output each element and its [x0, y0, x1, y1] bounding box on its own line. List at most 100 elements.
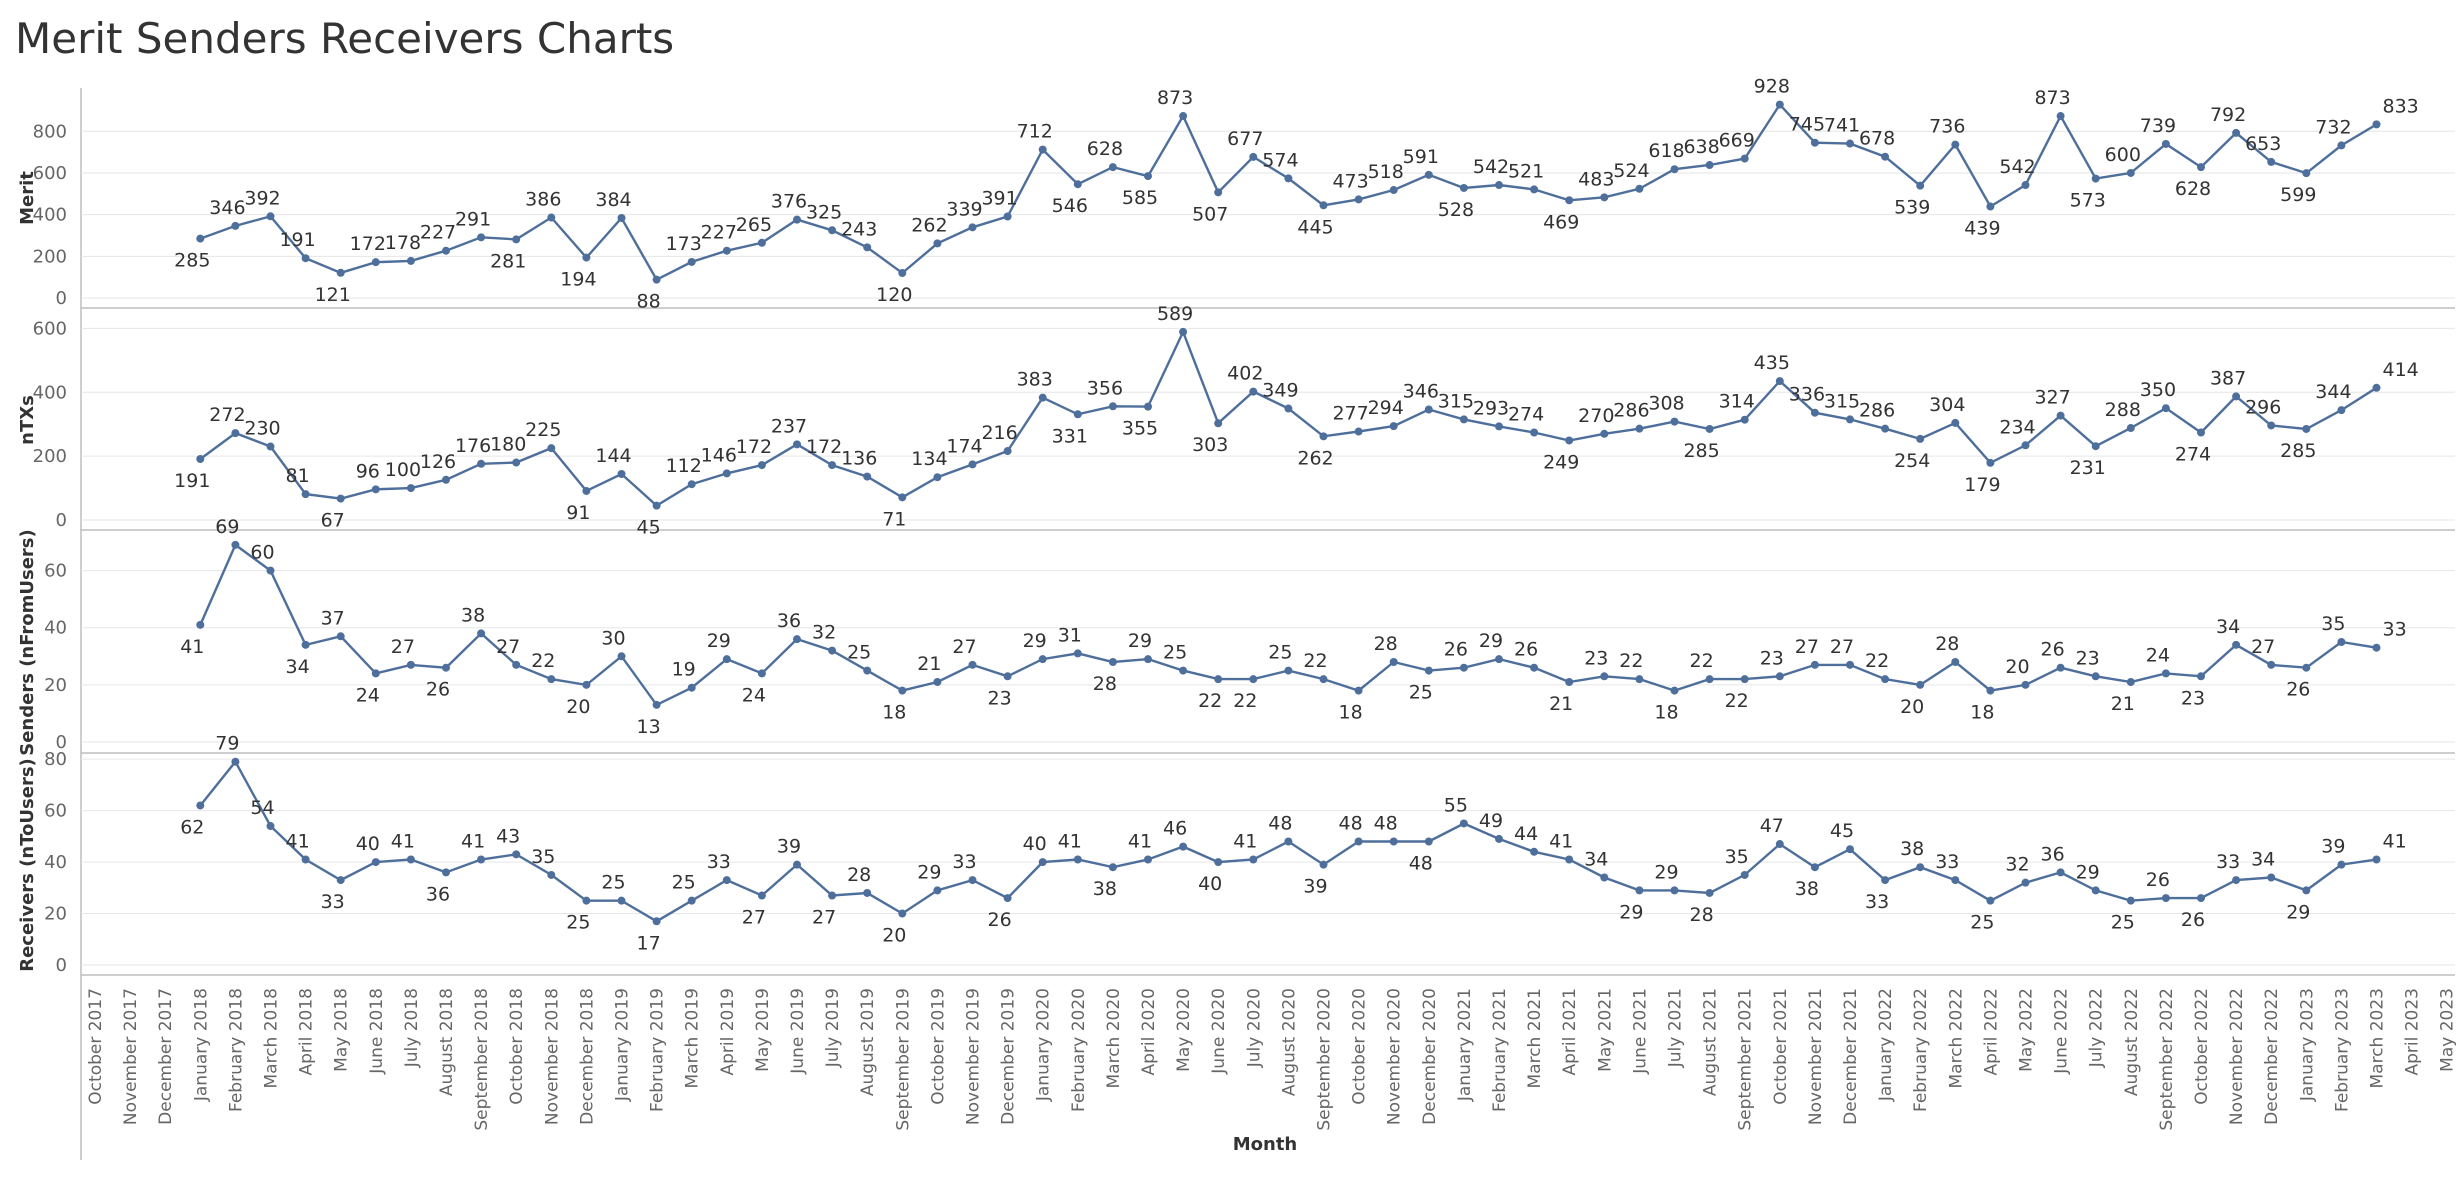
data-point: [1635, 675, 1644, 684]
y-axis-title: Receivers (nToUsers): [17, 758, 38, 972]
data-label: 37: [321, 607, 345, 629]
data-label: 355: [1122, 418, 1158, 440]
data-label: 524: [1613, 160, 1649, 182]
data-point: [1319, 201, 1328, 210]
x-tick-label: August 2020: [1279, 988, 1299, 1096]
x-tick-label: February 2021: [1490, 988, 1510, 1112]
data-label: 23: [2076, 647, 2100, 669]
data-point: [2197, 428, 2205, 437]
data-label: 45: [1830, 820, 1854, 842]
data-point: [2232, 392, 2241, 401]
data-label: 414: [2383, 359, 2419, 381]
data-label: 539: [1894, 197, 1930, 219]
data-point: [863, 888, 872, 897]
data-point: [2126, 896, 2135, 905]
data-label: 126: [420, 451, 456, 473]
data-label: 173: [666, 233, 702, 255]
data-point: [898, 268, 907, 277]
data-label: 33: [321, 891, 345, 913]
data-label: 136: [841, 448, 877, 470]
data-label: 677: [1227, 128, 1263, 150]
y-tick-label: 200: [33, 446, 67, 467]
data-label: 54: [250, 797, 274, 819]
data-point: [1003, 212, 1012, 221]
data-point: [933, 239, 942, 248]
data-label: 21: [2111, 693, 2135, 715]
data-point: [1424, 666, 1433, 675]
data-label: 48: [1268, 812, 1292, 834]
data-label: 18: [1970, 702, 1994, 724]
data-label: 308: [1648, 393, 1684, 415]
data-label: 79: [215, 733, 239, 755]
data-label: 67: [321, 510, 345, 532]
x-tick-label: November 2021: [1806, 988, 1826, 1125]
x-tick-label: November 2019: [964, 988, 984, 1125]
data-point: [1354, 195, 1363, 204]
data-label: 41: [391, 831, 415, 853]
y-tick-label: 60: [44, 801, 67, 822]
data-point: [1530, 185, 1539, 194]
data-label: 41: [1128, 831, 1152, 853]
data-label: 25: [672, 872, 696, 894]
data-point: [828, 461, 837, 470]
y-axis-title: Merit: [17, 171, 38, 225]
data-point: [1670, 686, 1679, 695]
data-point: [687, 257, 696, 266]
data-point: [1705, 888, 1714, 897]
data-label: 24: [356, 684, 380, 706]
data-point: [406, 256, 415, 265]
data-point: [1389, 658, 1398, 666]
data-point: [687, 896, 696, 905]
data-point: [968, 223, 977, 232]
data-point: [1775, 672, 1784, 681]
data-label: 349: [1262, 380, 1298, 402]
data-label: 27: [1795, 636, 1819, 658]
data-label: 237: [771, 415, 807, 437]
data-point: [1495, 181, 1503, 190]
data-point: [512, 458, 521, 467]
data-label: 402: [1227, 363, 1263, 385]
data-label: 653: [2245, 133, 2281, 155]
data-label: 172: [806, 436, 842, 458]
data-point: [1073, 410, 1082, 419]
data-point: [1214, 188, 1223, 197]
data-point: [1003, 894, 1012, 903]
data-label: 29: [1619, 901, 1643, 923]
data-point: [196, 801, 205, 810]
data-label: 315: [1438, 390, 1474, 412]
data-point: [1951, 876, 1960, 885]
x-tick-label: April 2020: [1139, 988, 1159, 1076]
data-label: 27: [952, 636, 976, 658]
y-tick-label: 600: [33, 318, 67, 339]
data-point: [968, 660, 977, 669]
data-label: 41: [461, 831, 485, 853]
data-point: [301, 254, 310, 263]
data-point: [231, 429, 240, 438]
data-label: 35: [2321, 613, 2345, 635]
x-tick-label: April 2018: [297, 988, 317, 1076]
data-label: 172: [350, 233, 386, 255]
x-tick-label: August 2018: [437, 988, 457, 1096]
data-point: [2197, 672, 2205, 681]
data-label: 71: [882, 508, 906, 530]
data-label: 22: [1233, 690, 1257, 712]
data-label: 81: [286, 465, 310, 487]
x-tick-label: November 2022: [2227, 988, 2247, 1125]
data-point: [2267, 157, 2276, 166]
data-point: [1179, 112, 1188, 121]
data-point: [898, 686, 907, 695]
data-label: 41: [180, 636, 204, 658]
data-label: 33: [952, 851, 976, 873]
data-point: [933, 678, 942, 686]
data-label: 25: [1163, 642, 1187, 664]
data-label: 21: [917, 653, 941, 675]
data-label: 34: [286, 656, 310, 678]
data-label: 243: [841, 218, 877, 240]
data-label: 391: [981, 188, 1017, 210]
data-label: 40: [1198, 873, 1222, 895]
data-label: 678: [1859, 128, 1895, 150]
x-tick-label: July 2021: [1666, 988, 1686, 1068]
data-label: 29: [2286, 901, 2310, 923]
data-point: [2126, 168, 2135, 177]
data-point: [1108, 163, 1117, 172]
